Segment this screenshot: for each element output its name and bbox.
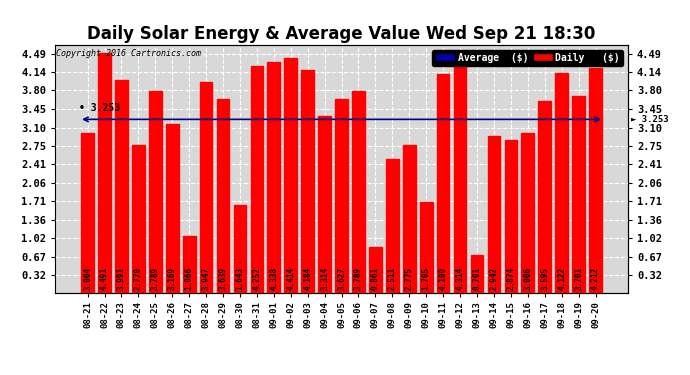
Text: 4.491: 4.491 (100, 267, 109, 290)
Bar (471, 255, 484, 292)
Bar (199, 82, 213, 292)
Bar (335, 99, 348, 292)
Text: 2.942: 2.942 (489, 267, 498, 290)
Text: 3.789: 3.789 (151, 267, 160, 290)
Text: 3.789: 3.789 (354, 267, 363, 290)
Title: Daily Solar Energy & Average Value Wed Sep 21 18:30: Daily Solar Energy & Average Value Wed S… (88, 26, 595, 44)
Bar (81, 133, 94, 292)
Bar (589, 68, 602, 292)
Bar (234, 205, 246, 292)
Text: 3.701: 3.701 (574, 267, 583, 290)
Text: 3.627: 3.627 (337, 267, 346, 290)
Bar (132, 145, 145, 292)
Bar (98, 54, 111, 292)
Bar (217, 99, 229, 292)
Text: 3.595: 3.595 (540, 267, 549, 290)
Text: • 3.253: • 3.253 (79, 103, 120, 113)
Text: ► 3.253: ► 3.253 (631, 115, 669, 124)
Text: 3.006: 3.006 (523, 267, 532, 290)
Bar (504, 140, 518, 292)
Text: 4.100: 4.100 (439, 267, 448, 290)
Text: 3.947: 3.947 (201, 267, 210, 290)
Bar (149, 91, 161, 292)
Bar (115, 80, 128, 292)
Text: Copyright 2016 Cartronics.com: Copyright 2016 Cartronics.com (57, 49, 201, 58)
Text: 0.701: 0.701 (473, 267, 482, 290)
Text: 4.184: 4.184 (303, 267, 312, 290)
Text: 3.314: 3.314 (320, 267, 329, 290)
Text: 1.643: 1.643 (235, 267, 244, 290)
Bar (454, 63, 466, 292)
Bar (437, 74, 449, 292)
Text: 2.775: 2.775 (405, 267, 414, 290)
Legend: Average  ($), Daily   ($): Average ($), Daily ($) (433, 50, 623, 66)
Text: 4.414: 4.414 (286, 267, 295, 290)
Bar (250, 66, 264, 292)
Text: 1.066: 1.066 (185, 267, 194, 290)
Bar (369, 247, 382, 292)
Bar (302, 70, 314, 292)
Text: 1.705: 1.705 (422, 267, 431, 290)
Bar (572, 96, 585, 292)
Bar (488, 136, 500, 292)
Text: 4.338: 4.338 (269, 267, 278, 290)
Text: 4.212: 4.212 (591, 267, 600, 290)
Text: 3.004: 3.004 (83, 267, 92, 290)
Text: 3.639: 3.639 (219, 267, 228, 290)
Bar (318, 116, 331, 292)
Bar (538, 101, 551, 292)
Text: 3.991: 3.991 (117, 267, 126, 290)
Bar (166, 124, 179, 292)
Text: 4.314: 4.314 (455, 267, 464, 290)
Bar (386, 159, 399, 292)
Bar (268, 62, 280, 292)
Bar (403, 145, 415, 292)
Bar (352, 91, 365, 292)
Bar (183, 236, 195, 292)
Text: 4.122: 4.122 (557, 267, 566, 290)
Text: 0.861: 0.861 (371, 267, 380, 290)
Text: 2.770: 2.770 (134, 267, 143, 290)
Bar (555, 73, 568, 292)
Bar (284, 57, 297, 292)
Text: 2.511: 2.511 (388, 267, 397, 290)
Bar (522, 132, 534, 292)
Bar (420, 202, 433, 292)
Text: 2.874: 2.874 (506, 267, 515, 290)
Text: 3.169: 3.169 (168, 267, 177, 290)
Text: 4.252: 4.252 (253, 267, 262, 290)
